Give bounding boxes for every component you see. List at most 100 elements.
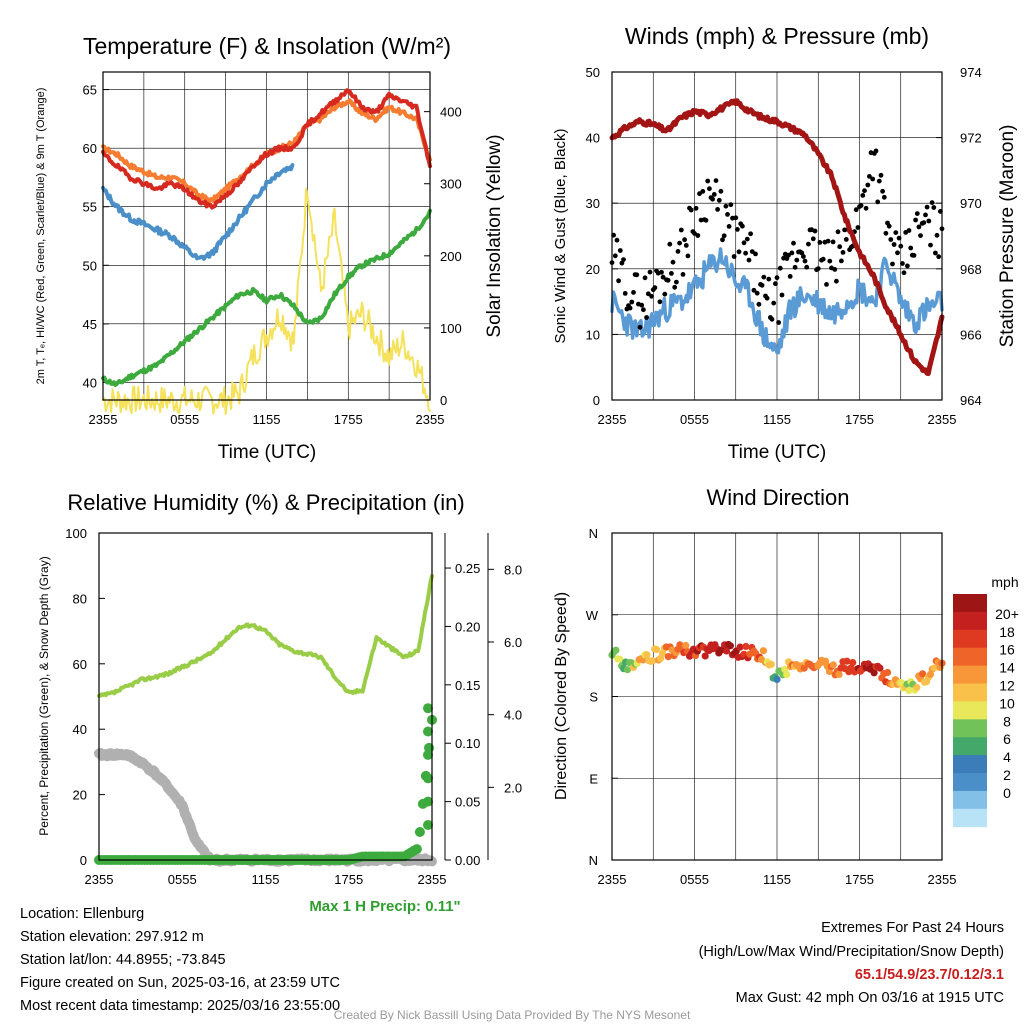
gust-point xyxy=(865,182,871,188)
info-elevation: Station elevation: 297.912 m xyxy=(20,929,204,945)
gust-point xyxy=(835,229,841,235)
direction-plot-frame xyxy=(611,532,943,861)
legend-color-swatch xyxy=(953,808,987,828)
y-tick-label-left: 45 xyxy=(83,317,97,332)
gust-point xyxy=(665,277,671,283)
gust-point xyxy=(928,242,933,248)
snow-tick-label: 4.0 xyxy=(504,708,522,723)
series-wind-chill xyxy=(101,163,295,261)
precip-tick-label: 0.05 xyxy=(455,795,480,810)
gust-point xyxy=(644,315,649,320)
gust-point xyxy=(810,236,816,242)
gust-point xyxy=(740,223,745,229)
legend-title: mph xyxy=(991,574,1018,590)
legend-color-swatch xyxy=(953,737,987,756)
legend-color-swatch xyxy=(953,629,987,649)
gust-point xyxy=(867,174,872,179)
y-tick-label-left: W xyxy=(586,608,599,623)
gust-point xyxy=(900,261,905,266)
gust-point xyxy=(773,281,778,287)
gust-point xyxy=(916,224,922,230)
y-tick-label-left: 0 xyxy=(593,393,600,408)
y-tick-label-left: 40 xyxy=(83,375,97,390)
gust-point xyxy=(743,250,748,256)
direction-point xyxy=(623,666,632,674)
gust-point xyxy=(662,291,668,297)
gust-point xyxy=(627,305,633,311)
precip-point xyxy=(423,796,433,807)
gust-point xyxy=(614,237,620,243)
y-tick-label-left: N xyxy=(589,526,598,541)
y-tick-label-left: 100 xyxy=(65,526,87,541)
legend-label: 18 xyxy=(999,624,1015,640)
wind-y-axis-label-right: Station Pressure (Maroon) xyxy=(997,125,1018,348)
y-tick-label-right: 400 xyxy=(440,105,462,120)
x-tick-label: 1755 xyxy=(845,872,874,887)
direction-point xyxy=(653,645,661,654)
direction-point xyxy=(722,647,731,655)
gust-point xyxy=(707,186,712,192)
gust-point xyxy=(639,302,645,308)
gust-point xyxy=(675,249,681,254)
precip-point xyxy=(414,827,425,837)
x-tick-label: 2355 xyxy=(85,872,114,887)
gust-point xyxy=(777,265,783,271)
y-tick-label-left: 60 xyxy=(73,657,87,672)
gust-point xyxy=(751,287,757,293)
gust-point xyxy=(911,253,917,258)
series-dewpoint xyxy=(101,208,432,387)
gust-point xyxy=(881,194,887,200)
x-tick-label: 1155 xyxy=(253,412,281,427)
legend-label: 10 xyxy=(999,695,1015,711)
max-precip-label: Max 1 H Precip: 0.11" xyxy=(309,898,460,915)
info-latlon: Station lat/lon: 44.8955; -73.845 xyxy=(20,952,226,968)
extremes-subheading: (High/Low/Max Wind/Precipitation/Snow De… xyxy=(698,944,1004,960)
y-tick-label-left: S xyxy=(589,690,598,705)
gust-point xyxy=(779,292,785,298)
info-location: Location: Ellenburg xyxy=(20,906,145,922)
gust-point xyxy=(669,271,674,276)
info-created: Figure created on Sun, 2025-03-16, at 23… xyxy=(20,975,340,991)
direction-point xyxy=(701,652,709,660)
legend-color-swatch xyxy=(953,719,987,738)
y-tick-label-left: 10 xyxy=(586,327,600,342)
direction-point xyxy=(870,669,878,677)
gust-point xyxy=(753,251,758,257)
y-tick-label-right: 100 xyxy=(440,321,462,336)
info-recent-timestamp: Most recent data timestamp: 2025/03/16 2… xyxy=(20,998,341,1014)
gust-point xyxy=(921,220,927,226)
x-tick-label: 2355 xyxy=(928,412,957,427)
gust-point xyxy=(791,240,796,246)
y-tick-label-left: 60 xyxy=(83,141,97,156)
gust-point xyxy=(888,237,894,242)
gust-point xyxy=(924,204,930,210)
legend-color-swatch xyxy=(953,773,987,792)
gust-point xyxy=(908,245,914,251)
direction-chart-title: Wind Direction xyxy=(706,485,849,510)
direction-point xyxy=(783,671,791,679)
gust-point xyxy=(622,291,628,296)
legend-label: 16 xyxy=(999,642,1015,658)
gust-point xyxy=(801,254,806,259)
gust-point xyxy=(642,275,648,281)
gust-point xyxy=(901,270,907,276)
gust-point xyxy=(815,266,821,271)
rh-plot-frame xyxy=(98,532,433,861)
direction-point xyxy=(612,646,620,654)
legend-color-swatch xyxy=(953,647,987,667)
gust-point xyxy=(873,148,879,154)
legend-label: 0 xyxy=(1003,785,1011,801)
gust-point xyxy=(827,258,833,264)
gust-point xyxy=(705,178,711,184)
gust-point xyxy=(875,199,881,205)
direction-point xyxy=(849,659,857,667)
x-tick-label: 1755 xyxy=(845,412,874,427)
gust-point xyxy=(612,253,618,259)
y-tick-label-left: 50 xyxy=(586,65,600,80)
precip-point xyxy=(423,726,433,737)
gust-point xyxy=(906,228,912,233)
gust-point xyxy=(759,282,765,288)
legend-color-swatch xyxy=(953,755,987,774)
gust-point xyxy=(766,276,772,282)
